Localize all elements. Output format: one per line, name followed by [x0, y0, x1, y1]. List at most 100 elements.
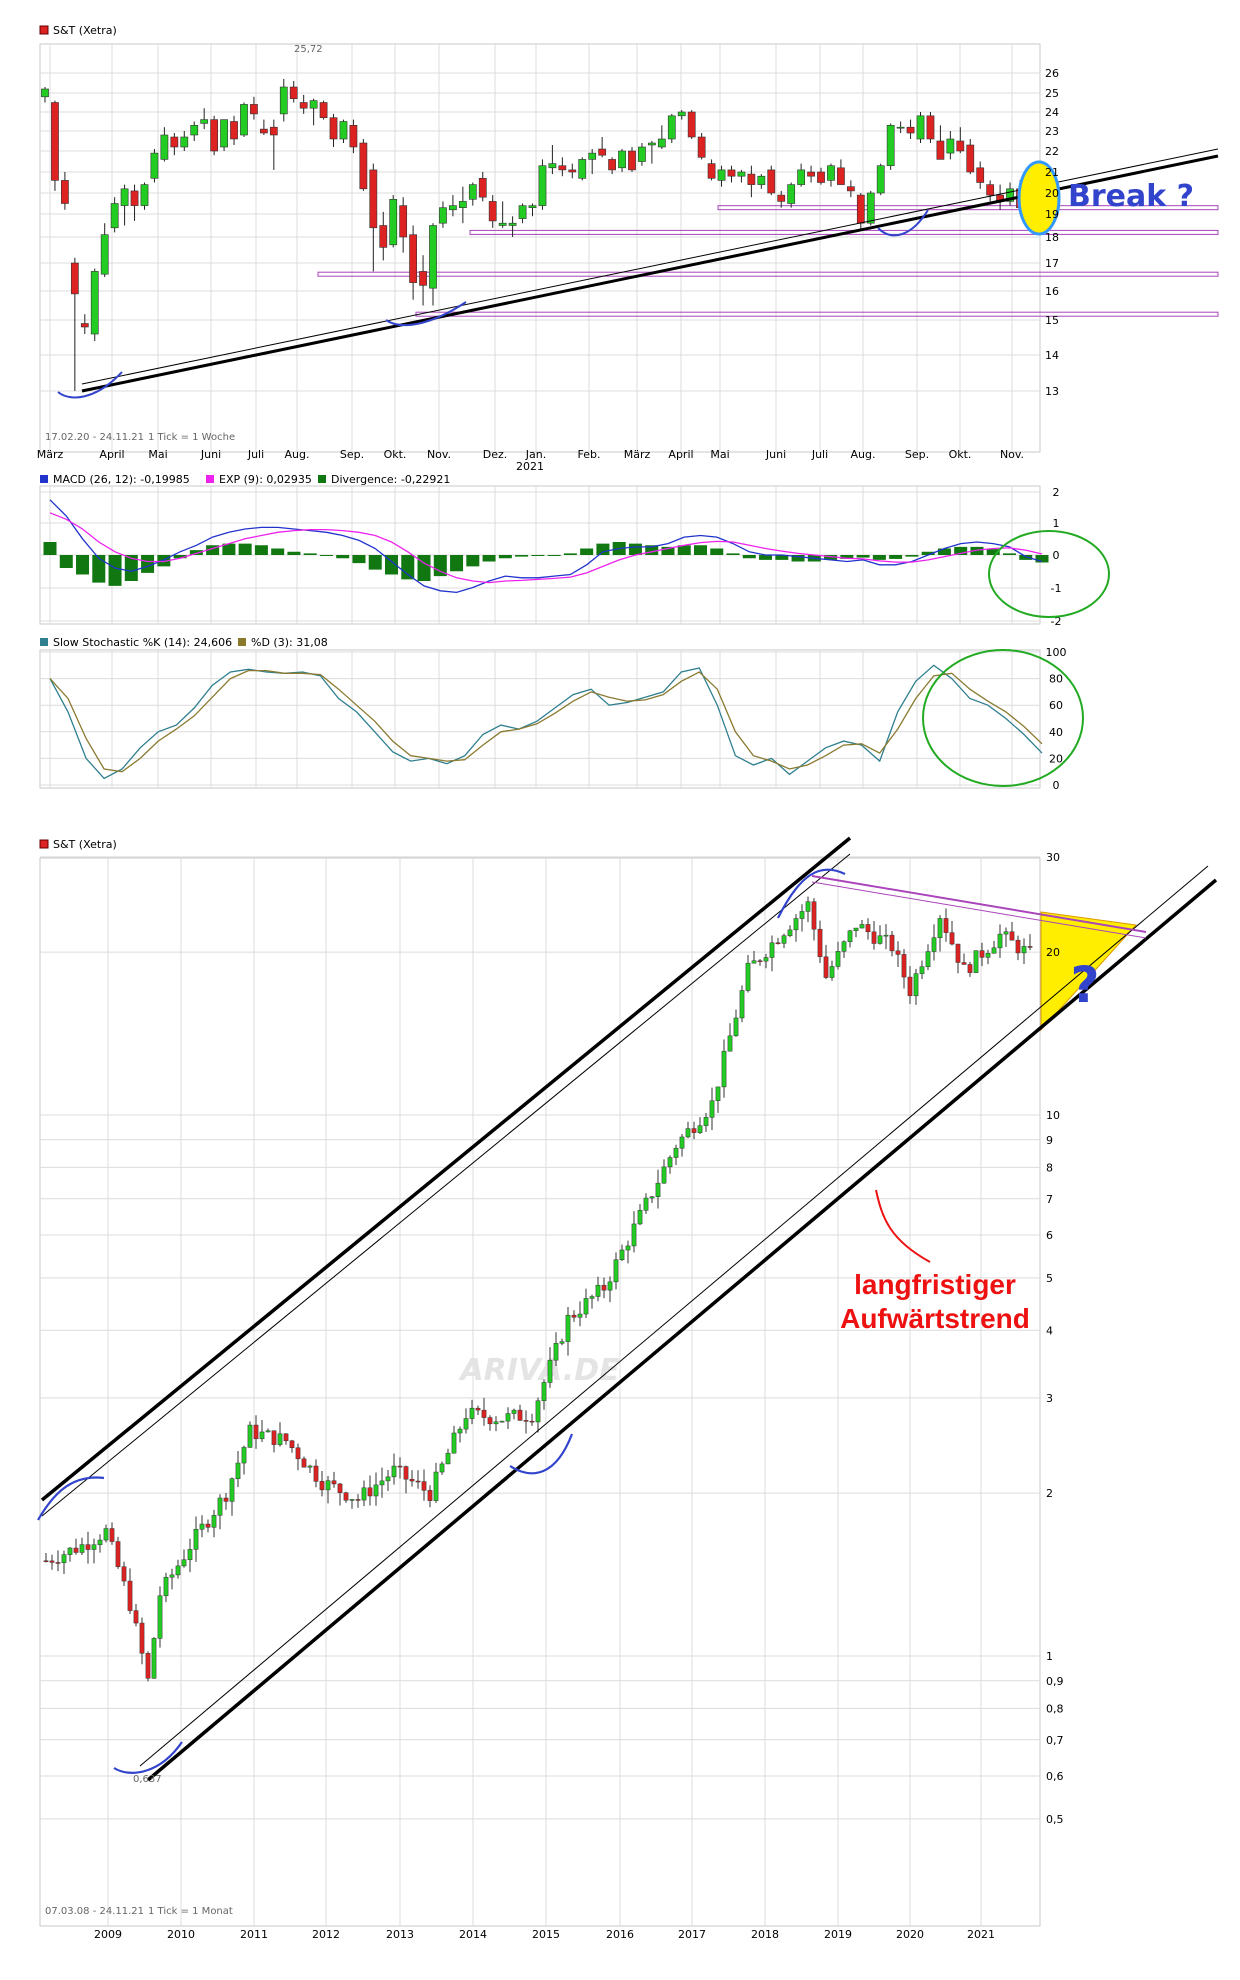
monthly-candle-body [67, 1547, 73, 1555]
weekly-x-tick: Mai [148, 448, 167, 461]
monthly-candle-body [343, 1492, 349, 1501]
divergence-bar [645, 545, 659, 555]
monthly-candle-body [607, 1281, 613, 1291]
monthly-candle-body [955, 943, 961, 963]
monthly-candle-body [415, 1480, 421, 1483]
candle-body [687, 111, 696, 138]
candle-body [409, 234, 417, 283]
monthly-low-label: 0,637 [133, 1774, 162, 1785]
candle-body [767, 169, 776, 194]
monthly-candle-body [667, 1157, 673, 1168]
monthly-candle-body [511, 1409, 517, 1414]
divergence-bar [157, 555, 171, 567]
monthly-candle-body [937, 918, 943, 939]
stoch-y-tick: 0 [1053, 779, 1060, 792]
monthly-candle-body [913, 973, 919, 997]
monthly-candle-body [151, 1638, 157, 1679]
candle-body [399, 205, 408, 238]
monthly-candle-body [421, 1481, 427, 1491]
resistance-line-main [811, 875, 1147, 933]
monthly-candle-body [973, 950, 979, 973]
macd-legend-swatch [40, 475, 48, 483]
candle-body [628, 150, 636, 171]
candle-body [757, 175, 766, 185]
weekly-y-tick: 26 [1045, 67, 1059, 80]
monthly-candle-body [631, 1223, 637, 1247]
candle-body [936, 140, 945, 160]
candle-body [478, 178, 487, 198]
divergence-bar [775, 555, 789, 560]
candle-body [797, 169, 806, 185]
monthly-x-tick: 2011 [240, 1928, 268, 1941]
monthly-x-tick: 2009 [94, 1928, 122, 1941]
monthly-candle-body [967, 964, 973, 973]
weekly-x-tick: Juni [200, 448, 221, 461]
monthly-candle-body [289, 1440, 295, 1448]
weekly-y-tick: 21 [1045, 166, 1059, 179]
monthly-candle-body [127, 1580, 133, 1611]
candle-body [51, 102, 59, 181]
monthly-candle-body [757, 960, 763, 962]
monthly-candle-body [559, 1341, 565, 1344]
divergence-bar [759, 555, 773, 560]
monthly-candle-body [613, 1259, 619, 1283]
weekly-x-tick: März [624, 448, 651, 461]
stoch-y-tick: 20 [1049, 752, 1063, 765]
monthly-candles [43, 896, 1033, 1682]
candle-body [737, 171, 746, 177]
divergence-bar [466, 555, 480, 567]
monthly-y-tick: 0,7 [1046, 1734, 1064, 1747]
monthly-candle-body [295, 1447, 301, 1460]
divergence-bar [710, 548, 724, 555]
divergence-bar [563, 553, 577, 555]
monthly-candle-body [979, 950, 985, 958]
candle-body [827, 165, 835, 181]
candle-body [837, 167, 845, 185]
monthly-candle-body [469, 1407, 475, 1419]
divergence-bar [173, 555, 187, 559]
macd-y-axis: 2 1 0 -1 -2 [1051, 486, 1062, 628]
weekly-x-tick: April [99, 448, 124, 461]
support-level-line [717, 205, 1219, 211]
candle-body [667, 115, 676, 140]
weekly-year-label: 2021 [516, 460, 544, 473]
candle-body [926, 115, 935, 140]
monthly-candle-body [799, 911, 805, 919]
candle-body [747, 173, 756, 185]
monthly-candle-body [277, 1433, 283, 1445]
monthly-candle-body [919, 966, 925, 974]
candle-body [518, 205, 527, 219]
monthly-candle-body [49, 1560, 55, 1563]
divergence-bar [76, 555, 90, 575]
stoch-y-tick: 40 [1049, 726, 1063, 739]
divergence-bar [824, 555, 838, 560]
monthly-legend-swatch [39, 839, 49, 849]
monthly-candle-body [97, 1539, 103, 1546]
divergence-bar [791, 555, 805, 562]
monthly-y-tick: 2 [1046, 1487, 1053, 1500]
macd-panel: 2 1 0 -1 -2 MACD (26, 12): -0,19985 EXP (9):… [39, 473, 1110, 628]
divergence-bar [856, 555, 870, 558]
divergence-bar [515, 555, 529, 557]
candle-body [916, 115, 925, 140]
divergence-bar [352, 555, 366, 564]
monthly-candle-body [91, 1544, 97, 1550]
divergence-bar [319, 555, 333, 556]
hand-drawn-curve [385, 301, 467, 327]
candle-body [677, 111, 686, 117]
candle-body [777, 194, 786, 202]
candle-body [319, 102, 328, 118]
candle-body [160, 134, 169, 160]
candle-body [250, 104, 258, 115]
weekly-tick-text: 1 Tick = 1 Woche [148, 432, 235, 443]
monthly-x-tick: 2015 [532, 1928, 560, 1941]
monthly-candle-body [181, 1559, 187, 1567]
monthly-candle-body [241, 1447, 247, 1464]
candle-body [439, 207, 447, 224]
candle-body [508, 222, 517, 226]
divergence-bar [661, 546, 675, 555]
stoch-k-swatch [40, 638, 48, 646]
stoch-d-swatch [238, 638, 246, 646]
